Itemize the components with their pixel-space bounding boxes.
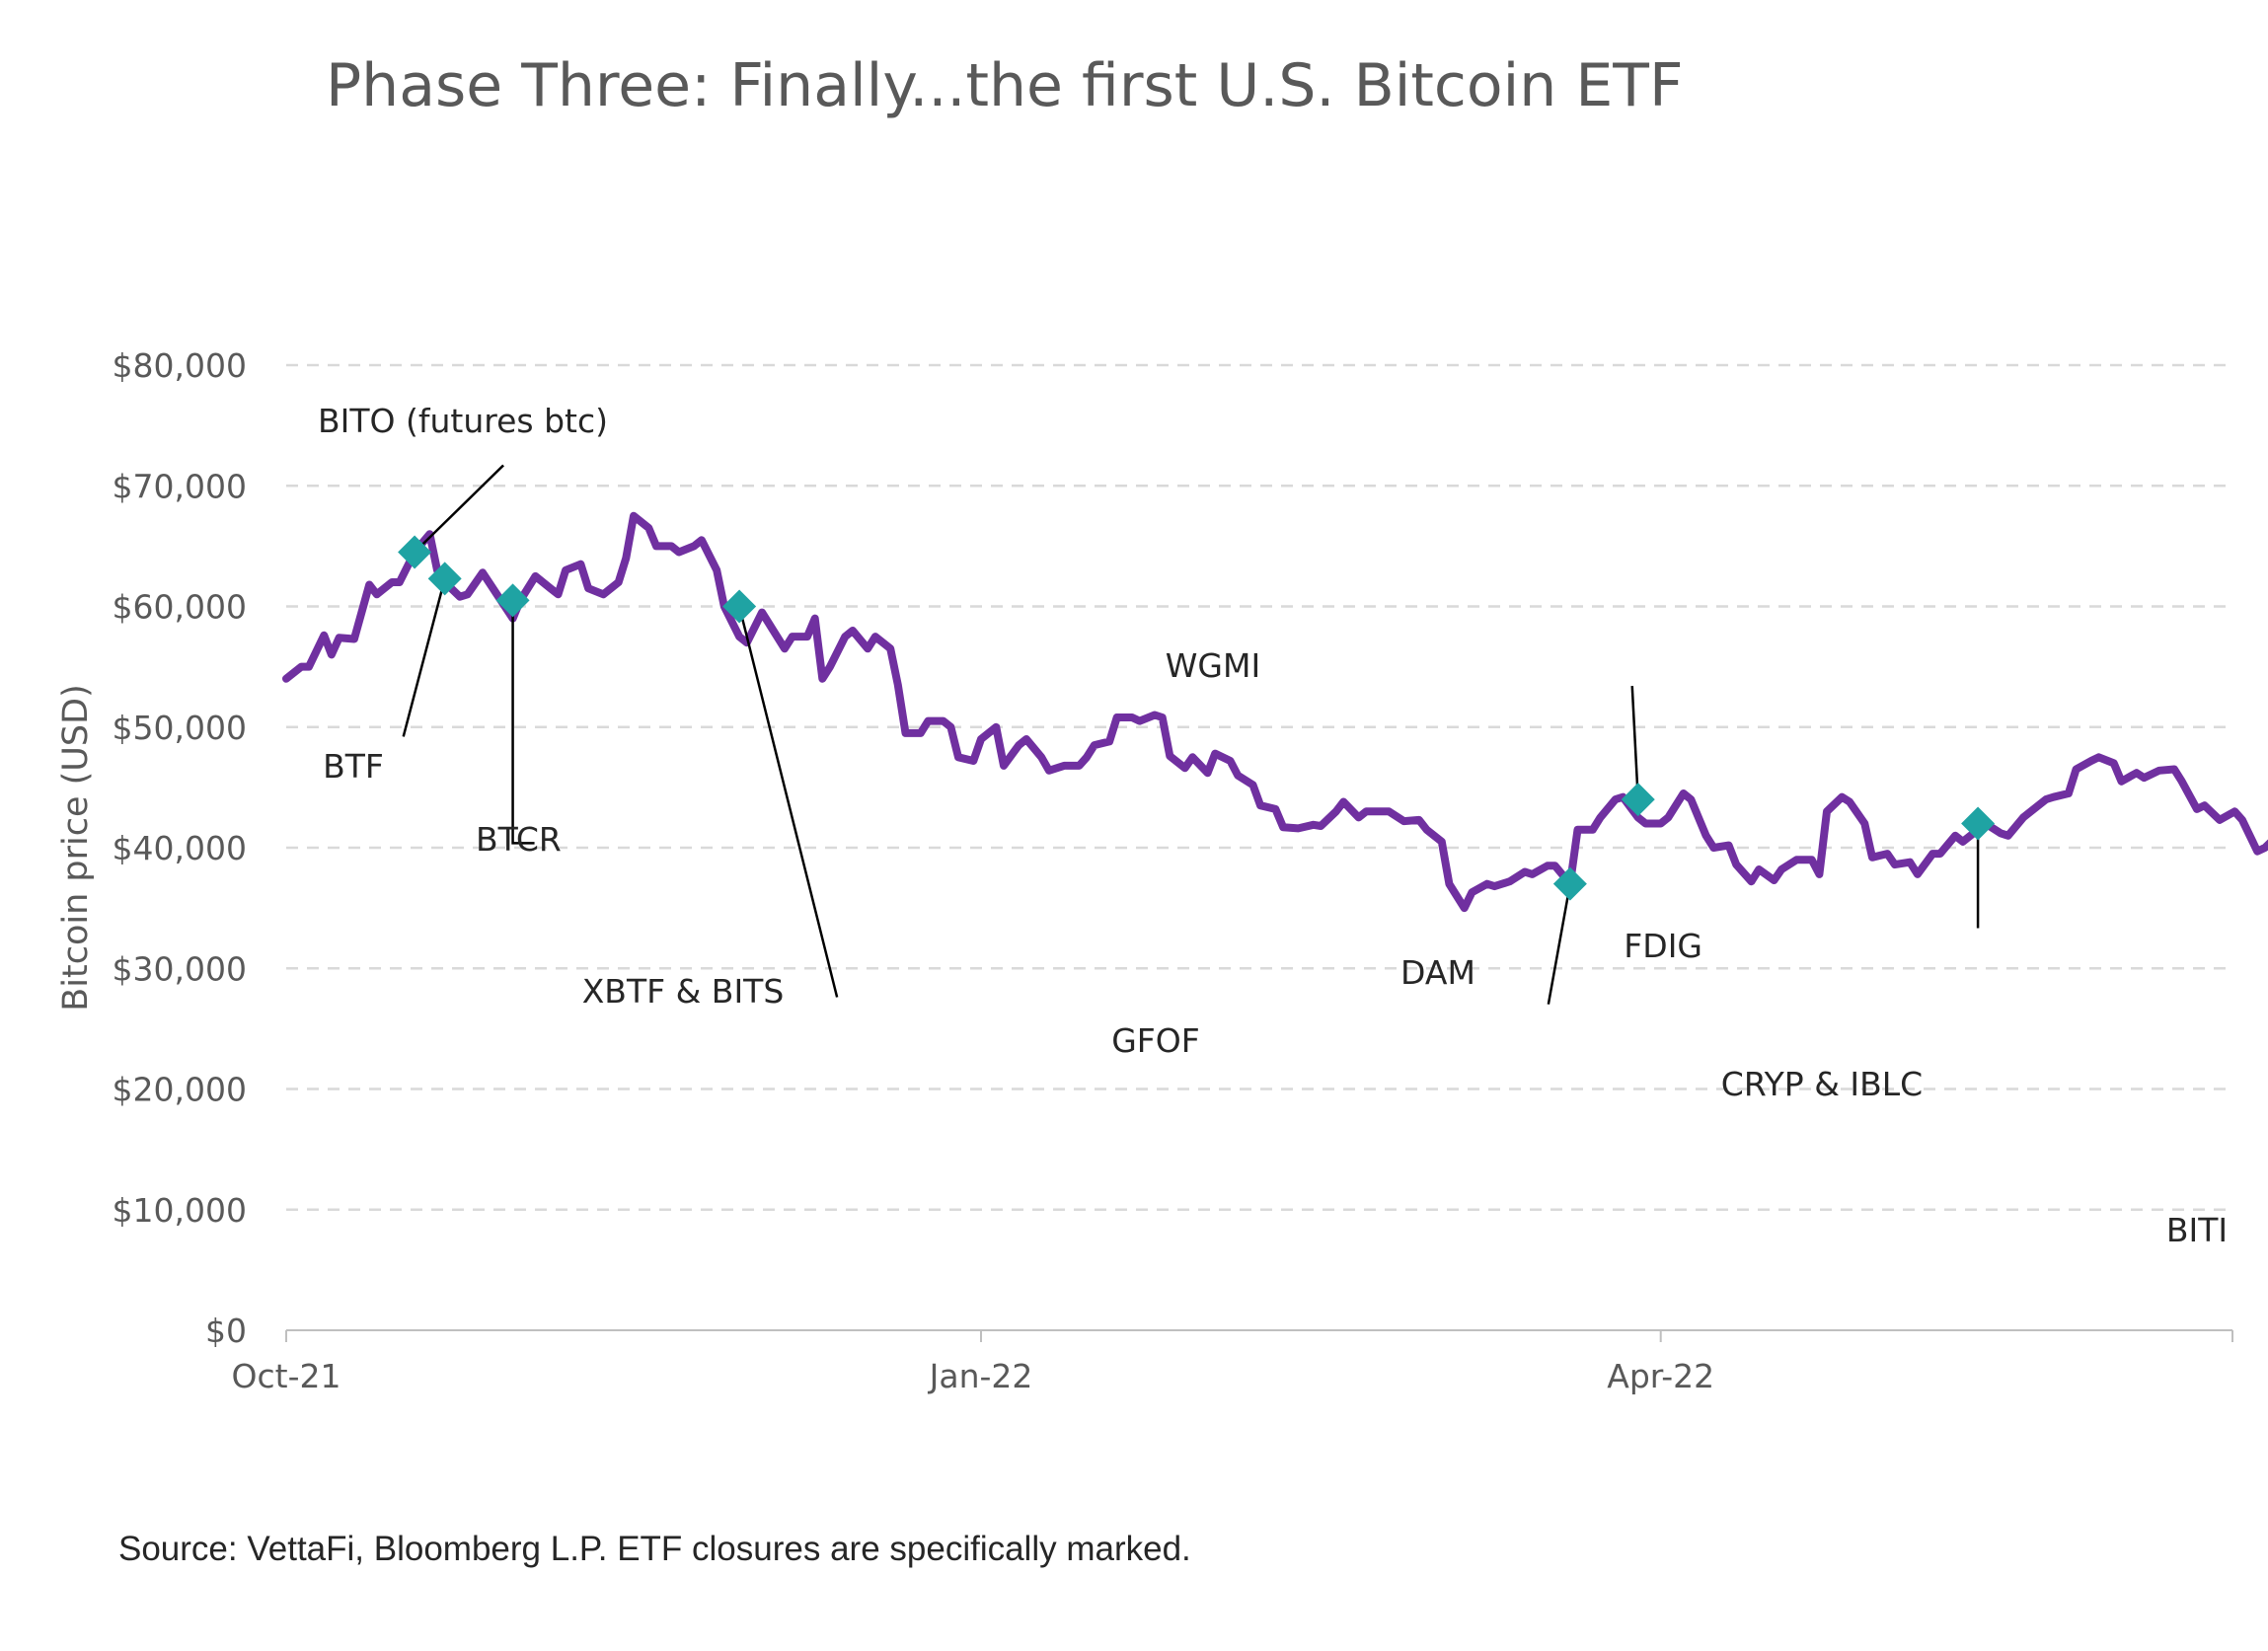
y-tick-label: $40,000 bbox=[113, 829, 247, 867]
marker-dam bbox=[1961, 806, 1996, 841]
y-tick-labels: $0 $10,000 $20,000 $30,000 $40,000 $50,000 $60… bbox=[113, 346, 247, 1350]
leader-line-gfof bbox=[1547, 883, 1572, 1005]
y-axis-label: Bitcoin price (USD) bbox=[56, 684, 96, 1011]
annotation-leader-lines bbox=[402, 464, 1980, 1005]
y-tick-label: $80,000 bbox=[113, 346, 247, 385]
annotation-labels: BITO (futures btc) BTF BTCR XBTF & BITS GFOF… bbox=[318, 402, 2228, 1249]
marker-gfof bbox=[1552, 866, 1587, 901]
leader-line-bito-futures-btc bbox=[414, 464, 504, 554]
chart-title: Phase Three: Finally...the first U.S. Bi… bbox=[326, 51, 1684, 120]
etf-closure-markers bbox=[398, 535, 1996, 901]
x-tick-label: Oct-21 bbox=[232, 1357, 341, 1395]
y-tick-label: $0 bbox=[205, 1312, 247, 1350]
x-tick-labels: Oct-21 Jan-22 Apr-22 bbox=[232, 1330, 2233, 1395]
leader-line-btcr bbox=[511, 600, 535, 845]
source-note: Source: VettaFi, Bloomberg L.P. ETF clos… bbox=[118, 1530, 1191, 1568]
annotation-label-cryp-iblc: CRYP & IBLC bbox=[1721, 1065, 1923, 1103]
annotation-label-btf: BTF bbox=[323, 747, 384, 786]
annotation-label-btcr: BTCR bbox=[476, 820, 562, 859]
marker-btf bbox=[427, 562, 462, 596]
annotation-label-gfof: GFOF bbox=[1111, 1021, 1200, 1060]
y-tick-label: $70,000 bbox=[113, 467, 247, 505]
marker-wgmi bbox=[1621, 783, 1655, 817]
bitcoin-price-line bbox=[282, 511, 2268, 913]
annotation-label-fdig: FDIG bbox=[1624, 927, 1702, 965]
y-tick-label: $20,000 bbox=[113, 1071, 247, 1109]
leader-line-btf bbox=[402, 578, 446, 737]
annotation-label-xbtf-bits: XBTF & BITS bbox=[582, 972, 785, 1011]
marker-btcr bbox=[495, 583, 530, 618]
y-tick-label: $30,000 bbox=[113, 949, 247, 988]
leader-line-wgmi bbox=[1630, 686, 1639, 800]
y-tick-label: $60,000 bbox=[113, 588, 247, 627]
y-tick-label: $10,000 bbox=[113, 1191, 247, 1230]
marker-xbtf-bits bbox=[722, 589, 757, 624]
y-tick-label: $50,000 bbox=[113, 709, 247, 747]
leader-line-xbtf-bits bbox=[737, 606, 839, 998]
x-tick-label: Apr-22 bbox=[1607, 1357, 1714, 1395]
x-tick-label: Jan-22 bbox=[928, 1357, 1033, 1395]
marker-bito-futures-btc bbox=[398, 535, 432, 569]
annotation-label-wgmi: WGMI bbox=[1166, 646, 1260, 685]
gridlines bbox=[286, 363, 2232, 1211]
annotation-label-dam: DAM bbox=[1400, 953, 1475, 992]
annotation-label-bito-futures-btc: BITO (futures btc) bbox=[318, 402, 608, 440]
annotation-label-biti: BITI bbox=[2166, 1211, 2228, 1249]
